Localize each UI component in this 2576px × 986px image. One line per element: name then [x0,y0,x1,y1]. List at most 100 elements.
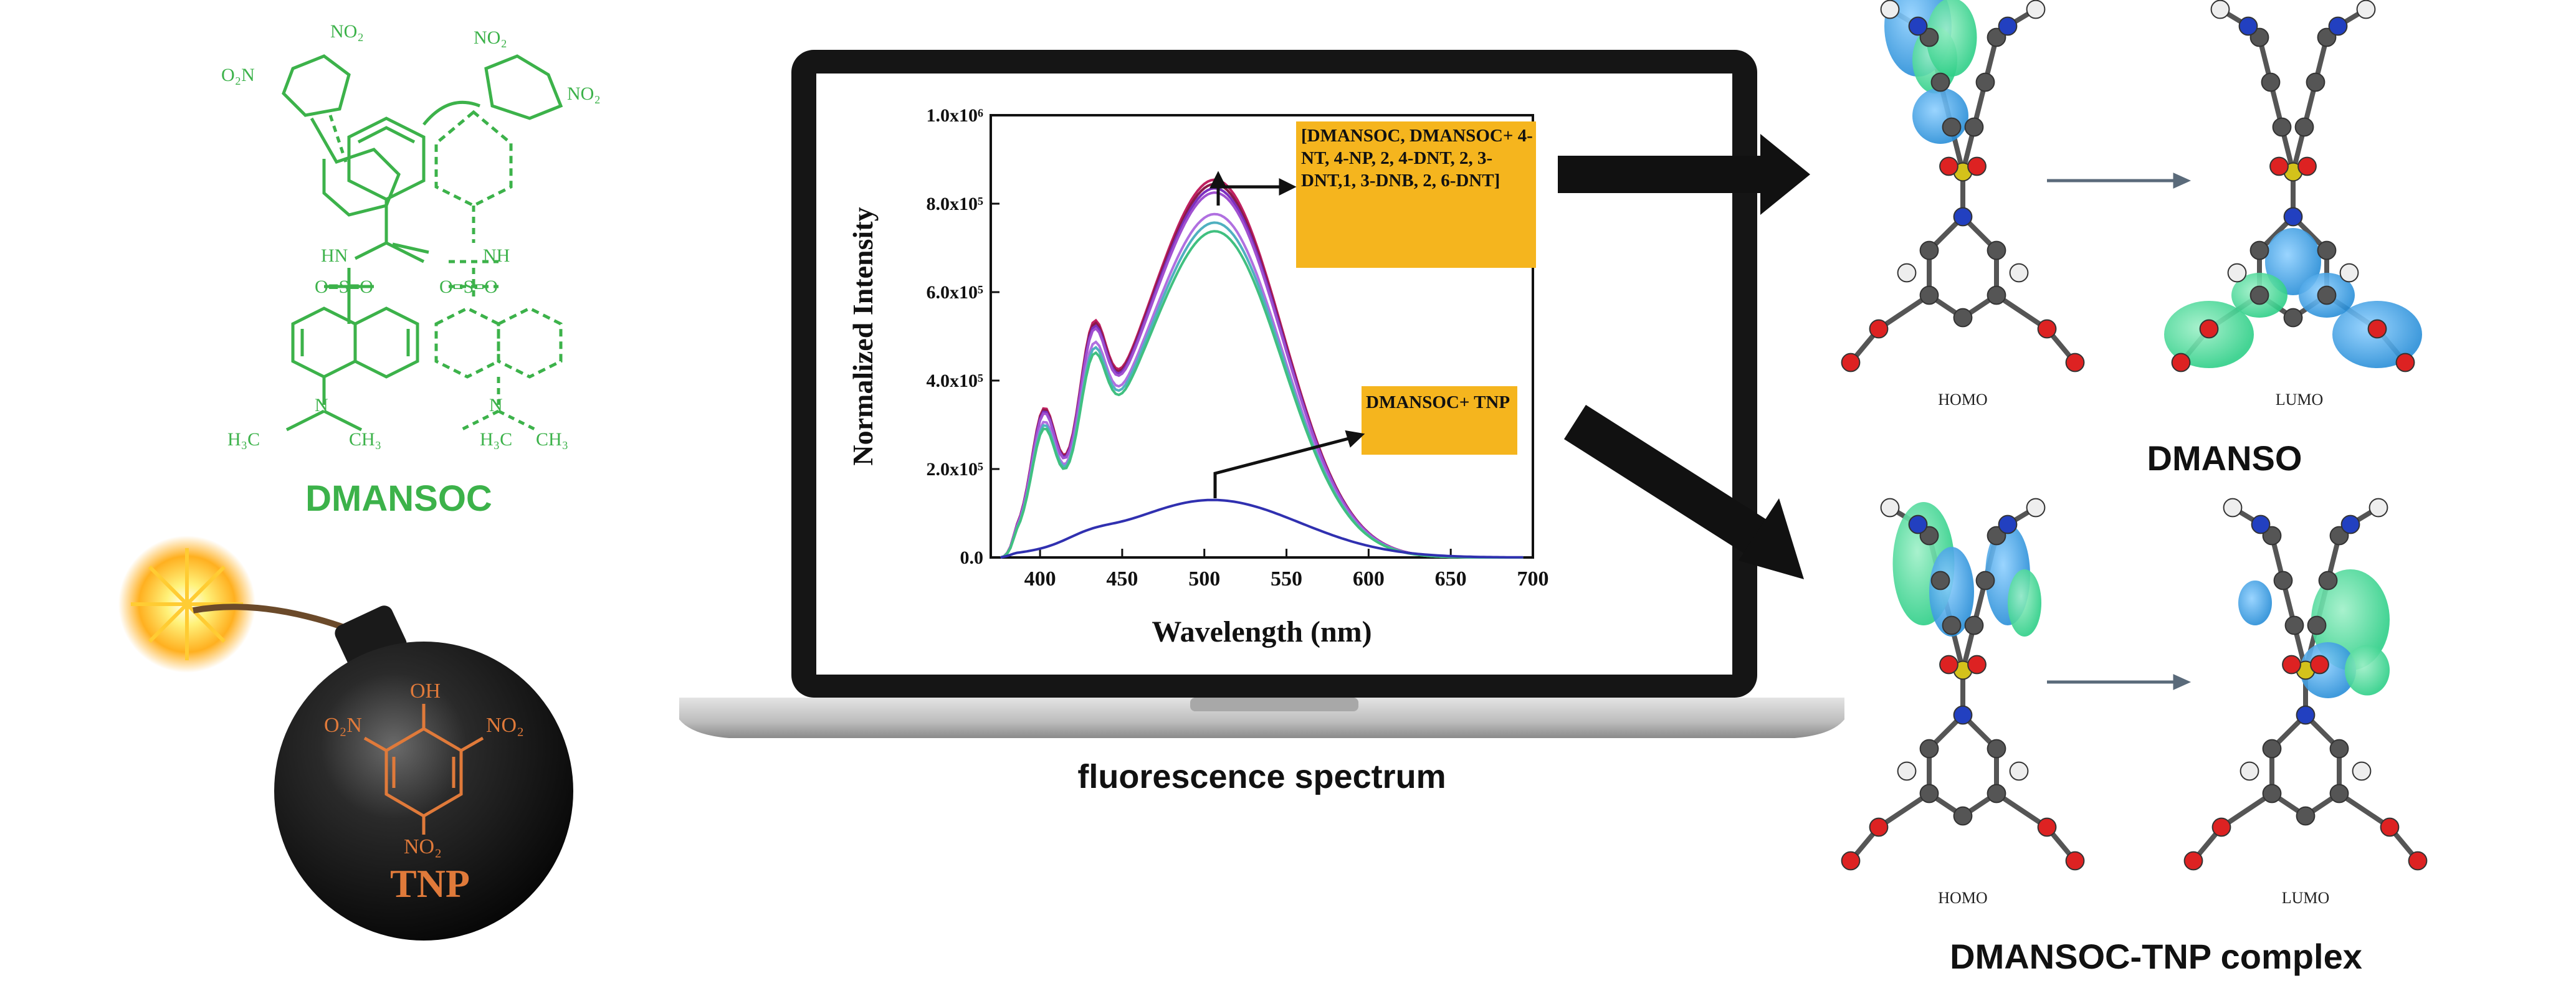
atom [2227,263,2247,283]
atom [1930,72,1950,92]
x-tick-label: 450 [1106,567,1138,590]
bond [1877,791,1931,830]
laptop-caption: fluorescence spectrum [1077,758,1446,795]
atom [2065,851,2085,871]
atom [2306,72,2326,92]
methyl-label: H₃C [227,429,260,450]
laptop-notch [1190,698,1358,711]
atom [2183,851,2203,871]
series-line [1000,498,1524,559]
atom [1939,655,1958,675]
atom [2339,263,2359,283]
atom [2282,655,2301,675]
bond [1877,293,1931,331]
atom [1953,705,1973,725]
annotation-text-others: [DMANSOC, DMANSOC+ 4-NT, 4-NP, 2, 4-DNT,… [1301,126,1533,191]
atom [2262,784,2282,803]
arrow-to-complex-icon [1564,405,1804,579]
atom [2240,761,2259,781]
orbital-lobe [1926,0,1977,77]
y-tick-label: 8.0x10⁵ [927,194,984,214]
atom [2262,739,2282,759]
bond [2220,791,2274,830]
atom [1880,0,1900,19]
atom [1919,240,1939,260]
x-tick-label: 400 [1024,567,1056,590]
tnp-nitro-label: O₂N [324,714,362,737]
atom [1869,319,1889,339]
atom [1998,514,2018,534]
atom [2238,16,2258,36]
annotation-text-tnp: DMANSOC+ TNP [1366,392,1510,412]
y-tick-label: 6.0x10⁵ [927,282,984,303]
atom [2356,0,2376,19]
tnp-nitro-label: NO₂ [486,714,524,737]
atom [2367,319,2387,339]
x-tick-label: 500 [1188,567,1220,590]
y-tick-label: 2.0x10⁵ [927,459,984,480]
dmansoc-structure [282,54,563,432]
atom [1987,285,2006,305]
atom [2283,207,2303,227]
atom [2307,615,2327,635]
atom [1930,571,1950,590]
orbital-lobe [1929,547,1974,637]
amide-nh-label: NH [483,245,510,266]
fuse-icon [193,604,350,632]
atom [2328,16,2348,36]
atom [1919,739,1939,759]
atom [2368,498,2388,518]
annotation-box-tnp [1362,386,1517,455]
tnp-bomb: OH O₂N NO₂ NO₂ TNP [118,536,573,941]
homo-dmanso [1841,0,2085,372]
sulfonyl-label: O=S=O [439,277,498,297]
x-tick-label: 550 [1271,567,1302,590]
atom [2171,353,2191,372]
atom [2380,817,2400,837]
bond [1995,791,2049,830]
homo-complex [1841,498,2085,871]
atom [1987,240,2006,260]
methyl-label: CH₃ [536,429,568,450]
atom [2408,851,2428,871]
atom [2249,285,2269,305]
atom [1841,851,1861,871]
atom [2284,615,2304,635]
atom [2352,761,2372,781]
atom [1942,117,1962,137]
atom [2026,498,2046,518]
atom [2065,353,2085,372]
atom [2395,353,2415,372]
atom [2026,0,2046,19]
orbital-lobe [2008,569,2041,637]
atom [1987,784,2006,803]
atom [1919,285,1939,305]
annotation-box-others [1296,121,1536,268]
y-tick-label: 1.0x10⁶ [927,105,984,126]
atom [2329,784,2349,803]
atom [1998,16,2018,36]
atom [1908,16,1928,36]
atom [1939,156,1958,176]
y-tick-label: 0.0 [960,548,984,568]
atom [2283,308,2303,328]
laptop-base [679,698,1844,738]
atom [2009,263,2029,283]
x-axis-label: Wavelength (nm) [1152,615,1371,648]
atom [2261,72,2281,92]
atom [1964,117,1984,137]
nitro-label: NO₂ [567,83,601,104]
amide-nh-label: HN [321,245,348,266]
tnp-hydroxyl-label: OH [410,680,441,703]
atom [2329,739,2349,759]
atom [2037,319,2057,339]
orbital-lobe [2300,642,2356,698]
y-tick-label: 4.0x10⁵ [927,371,984,391]
nitro-label: NO₂ [330,21,364,42]
fluorescence-chart: 0.0 2.0x10⁵ 4.0x10⁵ 6.0x10⁵ 8.0x10⁵ 1.0x10⁶ 4… [847,105,1549,648]
atom [2211,817,2231,837]
complex-caption: DMANSOC-TNP complex [1950,937,2362,976]
lumo-complex [2183,498,2428,871]
dmanso-caption: DMANSO [2147,438,2302,478]
atom [2296,705,2316,725]
